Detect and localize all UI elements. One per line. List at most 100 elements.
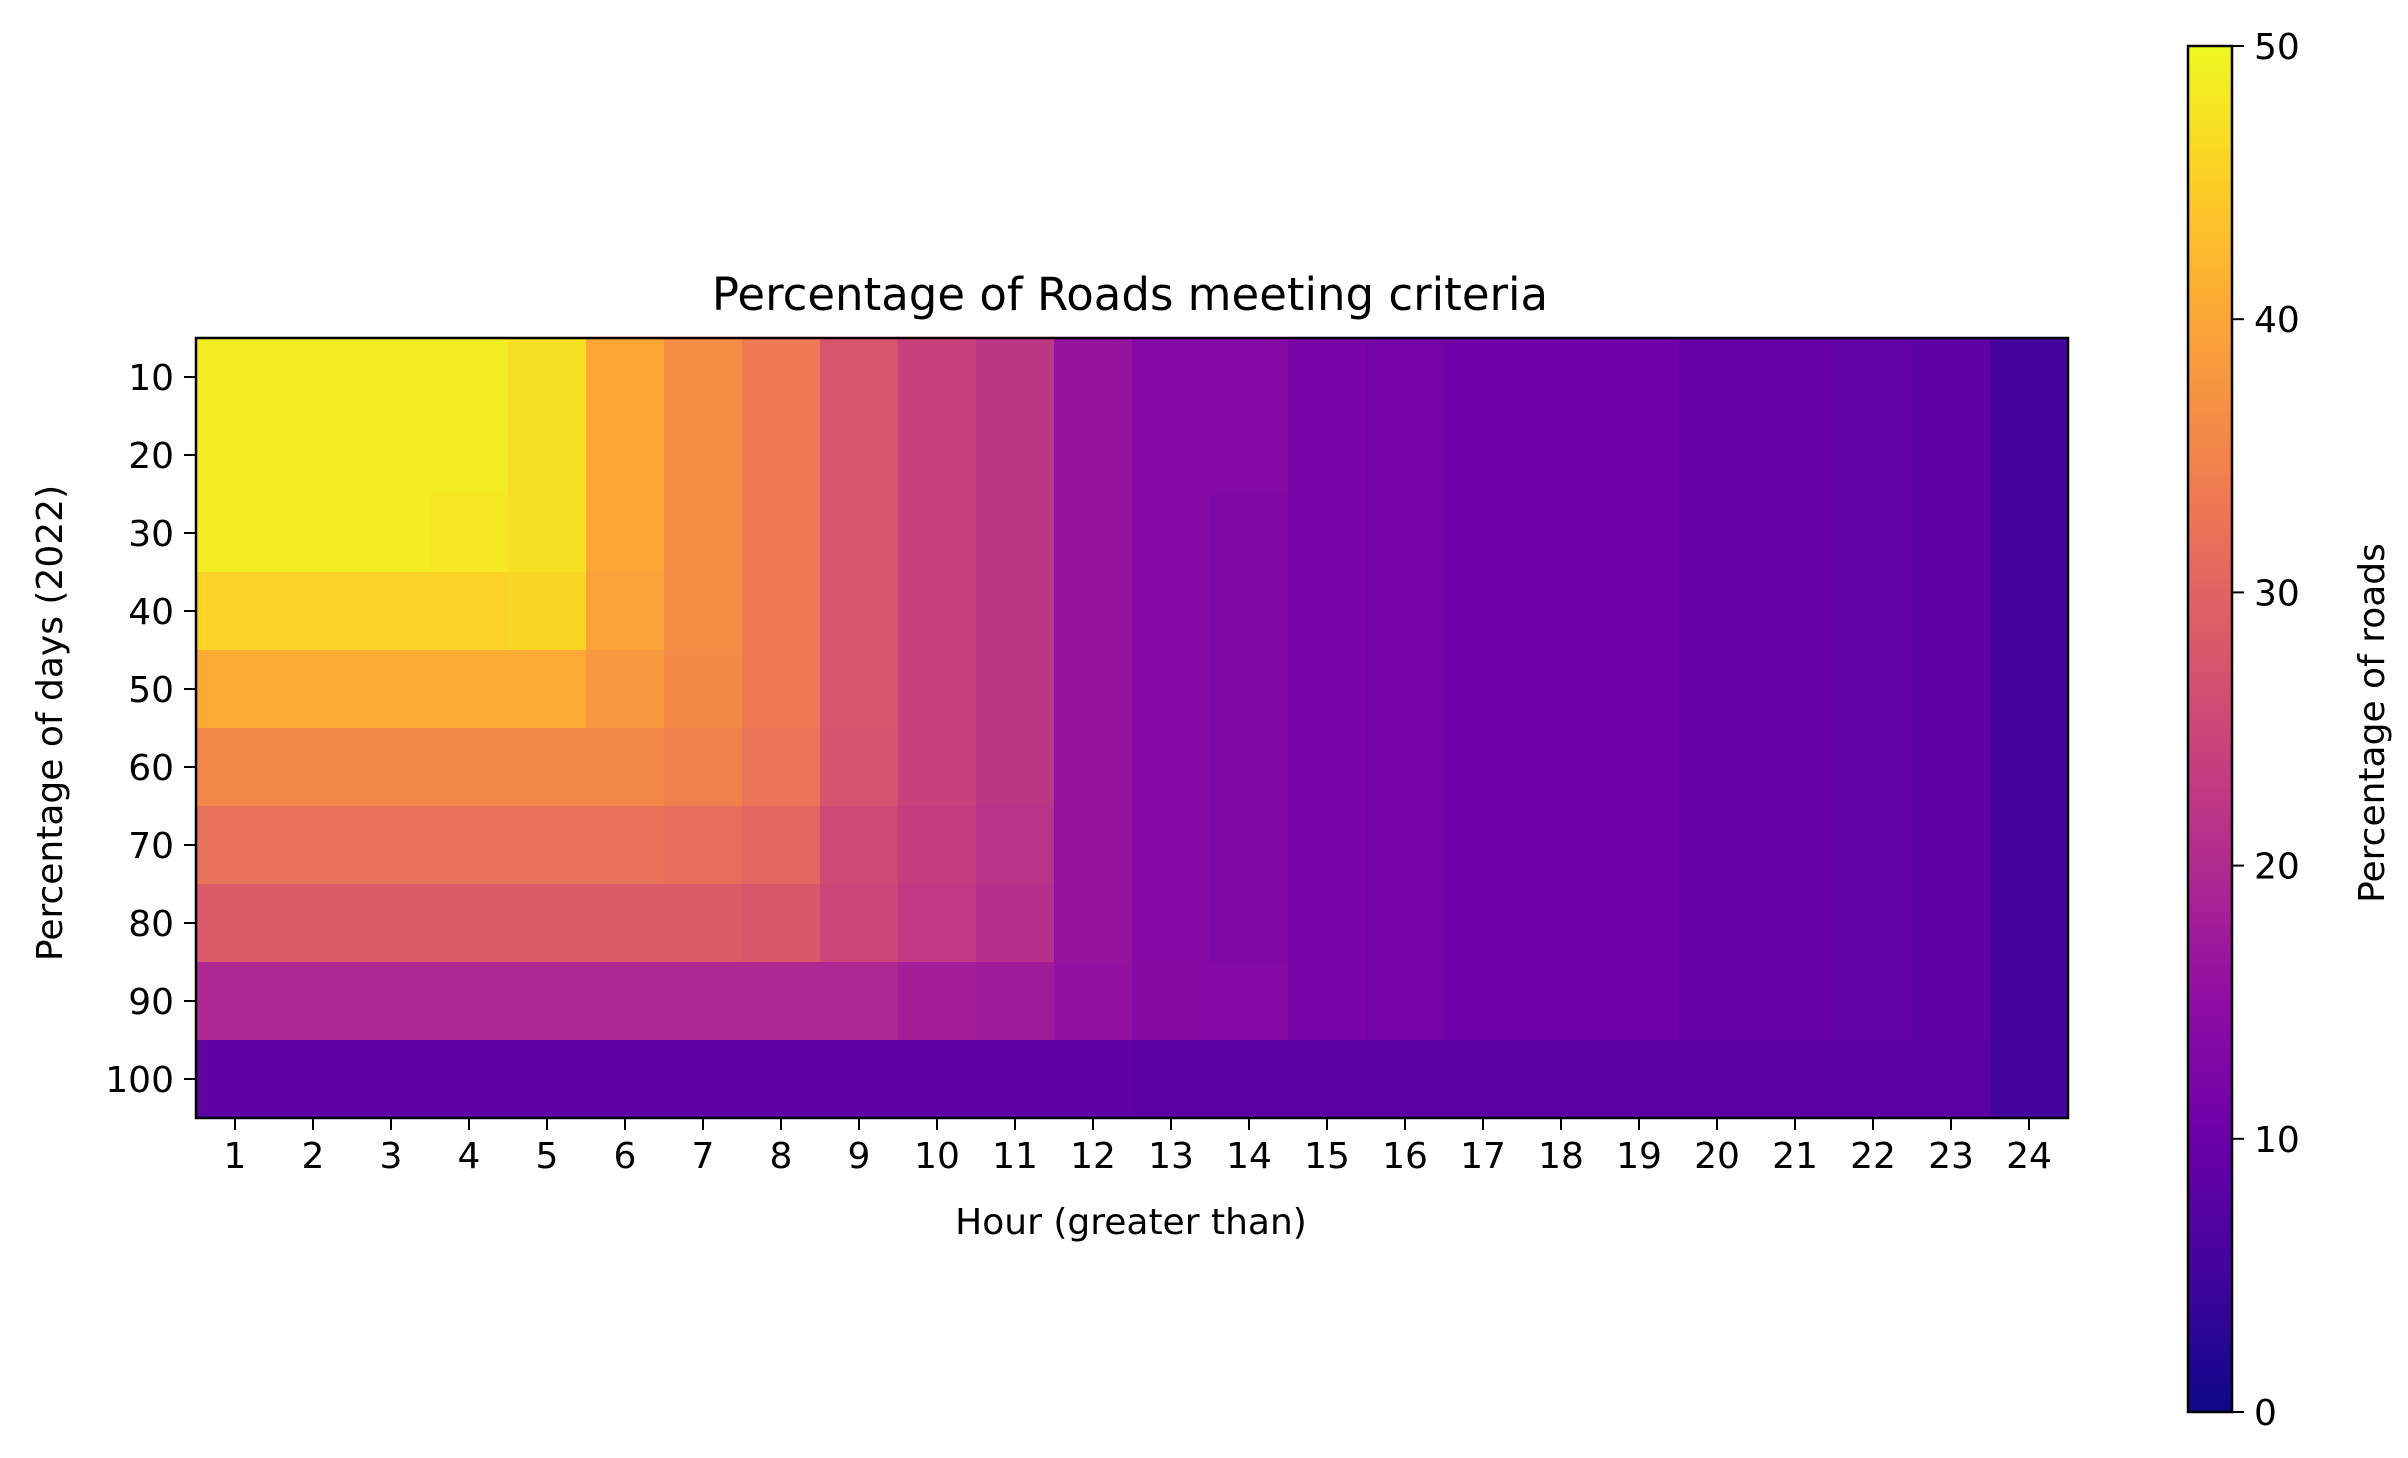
heatmap-cell	[1756, 962, 1835, 1041]
colorbar-tick-label: 50	[2254, 27, 2300, 68]
plot-frame	[194, 336, 2070, 1120]
heatmap-cell	[1834, 1040, 1913, 1119]
heatmap-cell	[898, 494, 977, 573]
heatmap-cell	[1522, 416, 1601, 495]
heatmap-cell	[1678, 338, 1757, 417]
heatmap-cell	[820, 962, 899, 1041]
heatmap-cell	[508, 650, 587, 729]
heatmap-cell	[196, 962, 275, 1041]
heatmap-cell	[1912, 338, 1991, 417]
heatmap-cell	[820, 728, 899, 807]
heatmap-cell	[1600, 650, 1679, 729]
heatmap-cell	[1054, 650, 1133, 729]
y-tick-label: 20	[128, 436, 174, 477]
heatmap-cell	[742, 1040, 821, 1119]
x-axis-label: Hour (greater than)	[955, 1202, 1307, 1243]
heatmap-cell	[1444, 962, 1523, 1041]
heatmap-cell	[1132, 962, 1211, 1041]
heatmap-cell	[742, 416, 821, 495]
heatmap-cell	[898, 416, 977, 495]
heatmap-cell	[274, 962, 353, 1041]
heatmap-cell	[430, 572, 509, 651]
x-tick-label: 10	[914, 1136, 960, 1177]
heatmap-cell	[820, 572, 899, 651]
heatmap-cell	[1912, 650, 1991, 729]
heatmap-cell	[1912, 962, 1991, 1041]
y-tick-label: 50	[128, 670, 174, 711]
heatmap-cell	[976, 416, 1055, 495]
heatmap-cell	[1756, 806, 1835, 885]
heatmap-cell	[1522, 962, 1601, 1041]
heatmap-cell	[1444, 416, 1523, 495]
colorbar-gradient	[2186, 44, 2234, 1414]
x-tick-label: 16	[1382, 1136, 1428, 1177]
heatmap-cell	[1834, 338, 1913, 417]
x-tick-label: 5	[536, 1136, 559, 1177]
y-tick-label: 40	[128, 592, 174, 633]
heatmap-cell	[898, 728, 977, 807]
heatmap-cell	[586, 728, 665, 807]
heatmap-cell	[820, 884, 899, 963]
heatmap-cell	[1288, 338, 1367, 417]
heatmap-cell	[274, 416, 353, 495]
heatmap-cell	[1444, 806, 1523, 885]
heatmap-cell	[1210, 338, 1289, 417]
heatmap-cell	[742, 728, 821, 807]
heatmap-cell	[820, 416, 899, 495]
heatmap-cell	[1288, 494, 1367, 573]
heatmap-cell	[1912, 1040, 1991, 1119]
heatmap-cell	[1990, 572, 2069, 651]
heatmap-cell	[508, 1040, 587, 1119]
heatmap-cell	[976, 884, 1055, 963]
heatmap-cell	[898, 884, 977, 963]
heatmap-cell	[898, 962, 977, 1041]
heatmap-cell	[1444, 494, 1523, 573]
heatmap-cell	[664, 806, 743, 885]
x-tick-label: 23	[1928, 1136, 1974, 1177]
x-tick-label: 20	[1694, 1136, 1740, 1177]
heatmap-cell	[1366, 650, 1445, 729]
heatmap-cell	[1834, 962, 1913, 1041]
heatmap-cell	[898, 806, 977, 885]
heatmap-cell	[508, 962, 587, 1041]
heatmap-cell	[742, 962, 821, 1041]
heatmap-cell	[1054, 338, 1133, 417]
x-tick-label: 19	[1616, 1136, 1662, 1177]
heatmap-cell	[664, 650, 743, 729]
x-tick-label: 18	[1538, 1136, 1584, 1177]
x-tick-label: 11	[992, 1136, 1038, 1177]
heatmap-cell	[1210, 806, 1289, 885]
heatmap-cell	[352, 338, 431, 417]
heatmap-cell	[1444, 1040, 1523, 1119]
x-tick-label: 17	[1460, 1136, 1506, 1177]
heatmap-cell	[508, 416, 587, 495]
colorbar-tick-label: 40	[2254, 300, 2300, 341]
heatmap-cell	[1912, 572, 1991, 651]
heatmap-cell	[1288, 572, 1367, 651]
colorbar-label: Percentage of roads	[2352, 543, 2393, 903]
y-tick-label: 30	[128, 514, 174, 555]
heatmap-cell	[196, 1040, 275, 1119]
colorbar-tick-label: 10	[2254, 1120, 2300, 1161]
heatmap-cell	[508, 572, 587, 651]
heatmap-cell	[976, 572, 1055, 651]
colorbar-tick-label: 30	[2254, 573, 2300, 614]
heatmap-cell	[742, 884, 821, 963]
x-tick-label: 6	[614, 1136, 637, 1177]
heatmap-cell	[196, 494, 275, 573]
heatmap-cell	[1678, 650, 1757, 729]
heatmap-cell	[508, 494, 587, 573]
heatmap-cell	[1600, 962, 1679, 1041]
heatmap-cell	[430, 650, 509, 729]
heatmap-cell	[1990, 806, 2069, 885]
heatmap-cell	[1522, 884, 1601, 963]
heatmap-cell	[274, 572, 353, 651]
y-tick-label: 70	[128, 826, 174, 867]
heatmap-cell	[742, 806, 821, 885]
x-tick-label: 14	[1226, 1136, 1272, 1177]
heatmap-cell	[1366, 728, 1445, 807]
x-tick-label: 12	[1070, 1136, 1116, 1177]
heatmap-cell	[274, 650, 353, 729]
heatmap-cell	[1990, 884, 2069, 963]
x-axis-ticks: 1 2 3 4 5 6 7 8 9 10 11 12 13 14 15 16 17 18 19 20 21 22 23 24	[224, 1118, 2052, 1177]
